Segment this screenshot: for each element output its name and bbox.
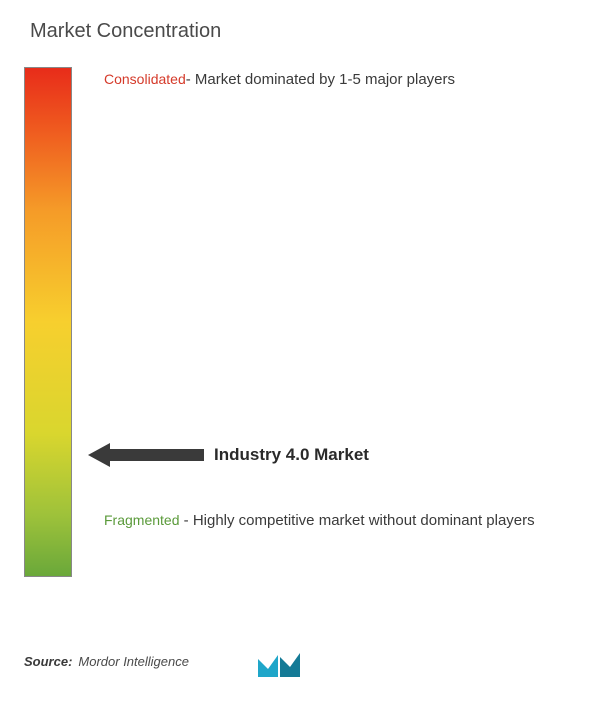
source-value: Mordor Intelligence — [78, 654, 189, 669]
chart-area: Consolidated- Market dominated by 1-5 ma… — [24, 67, 586, 587]
mordor-logo-icon — [256, 649, 302, 679]
arrow-left-icon — [88, 443, 204, 467]
consolidated-label: Consolidated- Market dominated by 1-5 ma… — [104, 69, 455, 90]
consolidated-keyword: Consolidated — [104, 71, 186, 87]
consolidated-text: - Market dominated by 1-5 major players — [186, 71, 455, 88]
fragmented-label: Fragmented - Highly competitive market w… — [104, 509, 535, 533]
market-name-label: Industry 4.0 Market — [214, 445, 369, 465]
source-label: Source: — [24, 654, 72, 669]
arrow-shaft — [110, 449, 204, 461]
market-marker: Industry 4.0 Market — [88, 443, 369, 467]
fragmented-keyword: Fragmented — [104, 512, 179, 528]
fragmented-text: - Highly competitive market without domi… — [179, 512, 534, 529]
infographic-container: Market Concentration Consolidated- Marke… — [0, 0, 610, 709]
concentration-gradient-bar — [24, 67, 72, 577]
source-row: Source: Mordor Intelligence — [24, 654, 189, 669]
chart-title: Market Concentration — [30, 20, 586, 43]
arrow-head — [88, 443, 110, 467]
